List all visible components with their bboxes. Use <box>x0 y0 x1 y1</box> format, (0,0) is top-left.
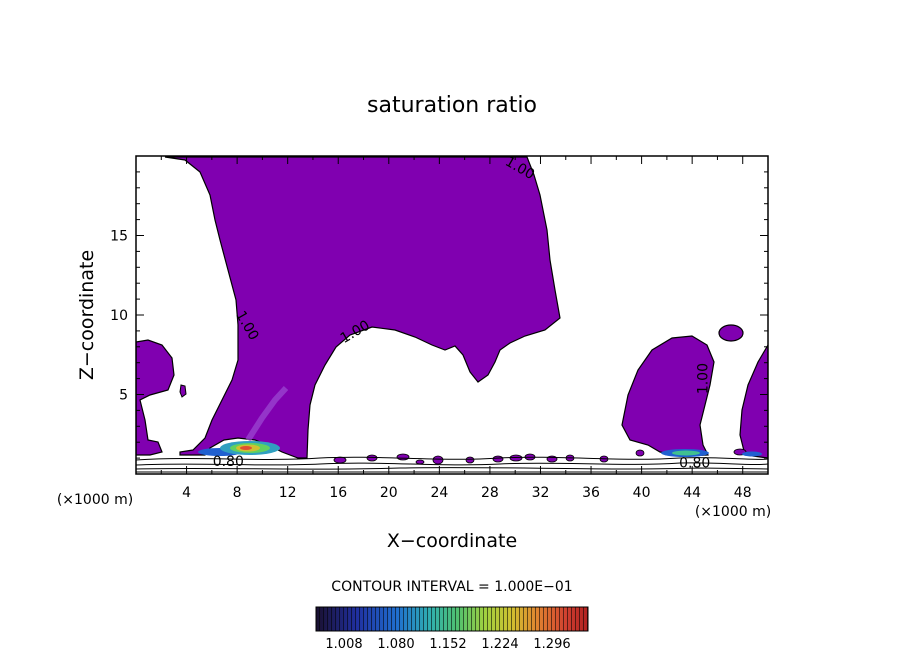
contour-interval: CONTOUR INTERVAL = 1.000E−01 <box>331 579 572 595</box>
saturation-region-right-edge <box>739 343 768 459</box>
contour-label: 0.80 <box>213 454 244 470</box>
colorbar-tick-label: 1.152 <box>429 637 466 652</box>
x-tick-label: 20 <box>380 485 398 501</box>
y-axis-unit: (×1000 m) <box>57 492 133 508</box>
colorbar-tick-label: 1.008 <box>325 637 362 652</box>
x-tick-label: 28 <box>481 485 499 501</box>
x-tick-label: 12 <box>279 485 297 501</box>
plot-area <box>136 156 768 473</box>
colorbar-ticks: 1.008 1.080 1.152 1.224 1.296 <box>325 637 570 652</box>
x-tick-label: 44 <box>683 485 701 501</box>
y-axis-label: Z−coordinate <box>76 250 98 380</box>
y-axis-ticks: 5 10 15 <box>110 171 768 459</box>
y-tick-label: 15 <box>110 229 128 245</box>
saturation-region-right <box>621 335 715 457</box>
surface-contours <box>136 456 768 473</box>
y-tick-label: 5 <box>119 388 128 404</box>
x-tick-label: 32 <box>532 485 550 501</box>
saturation-oval <box>718 324 744 342</box>
high-saturation-cores <box>198 441 762 457</box>
chart-title: saturation ratio <box>367 93 537 118</box>
x-tick-label: 24 <box>430 485 448 501</box>
x-tick-label: 40 <box>633 485 651 501</box>
colorbar-frame <box>315 606 589 632</box>
colorbar-stripes <box>316 607 588 631</box>
colorbar-tick-label: 1.296 <box>533 637 570 652</box>
saturation-streak <box>245 385 289 442</box>
x-tick-label: 36 <box>582 485 600 501</box>
contour-label: 0.80 <box>679 456 710 472</box>
x-axis-label: X−coordinate <box>387 530 517 552</box>
colorbar-tick-label: 1.224 <box>481 637 518 652</box>
x-axis-ticks: 4 8 12 16 20 24 28 32 36 40 44 48 <box>160 156 752 501</box>
x-tick-label: 8 <box>233 485 242 501</box>
x-tick-label: 48 <box>734 485 752 501</box>
y-tick-label: 10 <box>110 308 128 324</box>
saturation-speck <box>179 384 187 398</box>
colorbar-tick-label: 1.080 <box>377 637 414 652</box>
x-tick-label: 16 <box>329 485 347 501</box>
saturation-region-left <box>136 339 175 456</box>
contour-label: 1.00 <box>695 363 711 394</box>
contour-labels: 1.001.00 1.001.000.80 0.80 <box>213 154 712 472</box>
saturation-region-main <box>164 156 561 459</box>
x-axis-unit: (×1000 m) <box>695 504 771 520</box>
x-tick-label: 4 <box>182 485 191 501</box>
